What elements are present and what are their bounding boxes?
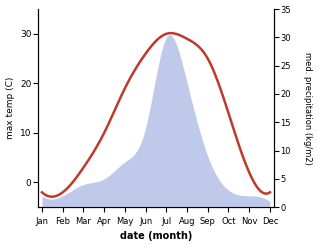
X-axis label: date (month): date (month) [120,231,192,242]
Y-axis label: max temp (C): max temp (C) [5,77,15,139]
Y-axis label: med. precipitation (kg/m2): med. precipitation (kg/m2) [303,52,313,165]
